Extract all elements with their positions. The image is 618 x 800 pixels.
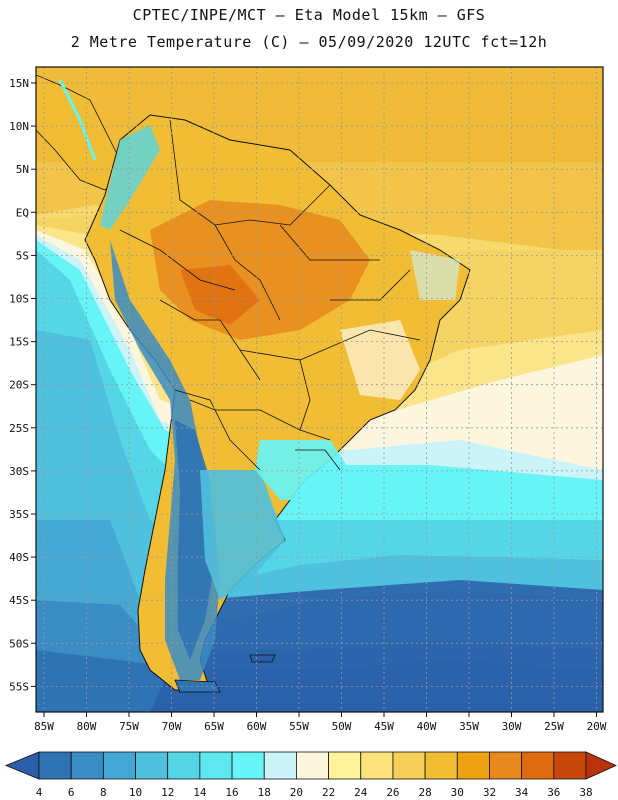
latitude-label-40s: 40S [9, 551, 29, 564]
map-frame [35, 66, 604, 713]
colorbar-level-label: 26 [386, 786, 399, 799]
colorbar-swatch [360, 751, 394, 780]
latitude-label-45s: 45S [9, 594, 29, 607]
latitude-label-35s: 35S [9, 508, 29, 521]
colorbar-swatch [70, 751, 104, 780]
colorbar-arrow-low [4, 751, 40, 780]
colorbar-level-label: 8 [100, 786, 107, 799]
colorbar-swatch [424, 751, 458, 780]
latitude-label-5s: 5S [16, 249, 29, 262]
longitude-label-40w: 40W [417, 720, 437, 733]
colorbar-swatch [328, 751, 362, 780]
latitude-label-15s: 15S [9, 336, 29, 349]
longitude-label-35w: 35W [459, 720, 479, 733]
colorbar-swatch [102, 751, 136, 780]
latitude-label-10n: 10N [9, 120, 29, 133]
latitude-label-25s: 25S [9, 422, 29, 435]
longitude-label-50w: 50W [332, 720, 352, 733]
latitude-label-15n: 15N [9, 77, 29, 90]
colorbar-swatch [199, 751, 233, 780]
colorbar-level-label: 34 [515, 786, 529, 799]
colorbar-level-label: 14 [193, 786, 207, 799]
latitude-label-30s: 30S [9, 465, 29, 478]
colorbar-level-label: 22 [322, 786, 335, 799]
longitude-label-20w: 20W [587, 720, 607, 733]
colorbar-swatch [456, 751, 490, 780]
colorbar-swatch [489, 751, 523, 780]
latitude-label-10s: 10S [9, 293, 29, 306]
longitude-label-75w: 75W [119, 720, 139, 733]
map-title-line-2: 2 Metre Temperature (C) – 05/09/2020 12U… [70, 33, 548, 51]
longitude-label-85w: 85W [34, 720, 54, 733]
colorbar-swatch [392, 751, 426, 780]
longitude-label-45w: 45W [374, 720, 394, 733]
colorbar-level-label: 28 [418, 786, 431, 799]
colorbar-level-label: 12 [161, 786, 174, 799]
colorbar-level-label: 6 [68, 786, 75, 799]
latitude-label-eq: EQ [16, 206, 29, 219]
latitude-label-20s: 20S [9, 379, 29, 392]
colorbar-level-label: 38 [579, 786, 592, 799]
longitude-label-60w: 60W [247, 720, 267, 733]
longitude-labels: 85W 80W 75W 70W 65W 60W 55W 50W 45W 40W 35W 30W 25W 2… [34, 712, 607, 733]
longitude-label-30w: 30W [502, 720, 522, 733]
colorbar-swatch [167, 751, 201, 780]
colorbar-level-label: 36 [547, 786, 560, 799]
longitude-label-55w: 55W [289, 720, 309, 733]
longitude-label-80w: 80W [77, 720, 97, 733]
colorbar-level-label: 24 [354, 786, 368, 799]
colorbar-swatch [553, 751, 587, 780]
latitude-label-5n: 5N [16, 163, 29, 176]
colorbar-swatch [231, 751, 265, 780]
latitude-label-55s: 55S [9, 680, 29, 693]
colorbar-level-label: 20 [290, 786, 303, 799]
colorbar-level-label: 4 [36, 786, 43, 799]
longitude-label-70w: 70W [162, 720, 182, 733]
temperature-field [36, 67, 603, 712]
colorbar-swatch [135, 751, 169, 780]
colorbar-level-label: 10 [129, 786, 142, 799]
colorbar-swatch [296, 751, 329, 780]
longitude-label-65w: 65W [204, 720, 224, 733]
temperature-map: 15N 10N 5N EQ 5S 10S 15S 20S 25S 30S 35S 40S 45S 50S 5… [9, 66, 607, 733]
colorbar-level-label: 30 [451, 786, 464, 799]
colorbar-level-label: 32 [483, 786, 496, 799]
latitude-labels: 15N 10N 5N EQ 5S 10S 15S 20S 25S 30S 35S 40S 45S 50S 5… [9, 77, 36, 693]
colorbar-level-label: 16 [225, 786, 238, 799]
colorbar-swatch [521, 751, 555, 780]
colorbar-swatch [263, 751, 297, 780]
map-title-line-1: CPTEC/INPE/MCT – Eta Model 15km – GFS [132, 6, 486, 24]
colorbar-level-label: 18 [258, 786, 271, 799]
colorbar-arrow-high [585, 751, 617, 780]
colorbar-swatch [38, 751, 72, 780]
latitude-label-50s: 50S [9, 637, 29, 650]
longitude-label-25w: 25W [544, 720, 564, 733]
